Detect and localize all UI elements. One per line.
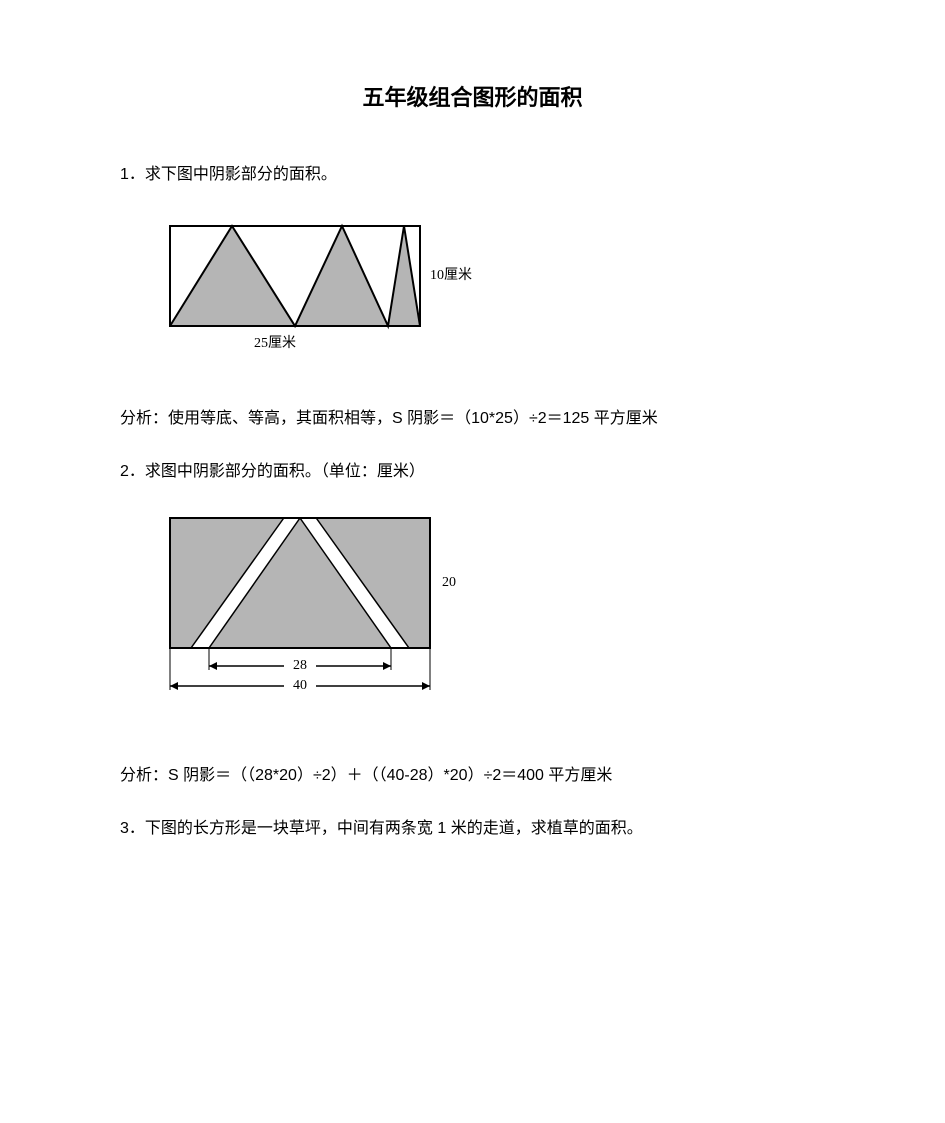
figure-2-svg: 28 40 20 — [160, 513, 500, 723]
figure-1-svg: 10厘米 25厘米 — [160, 216, 480, 366]
problem-3-prompt: 3．下图的长方形是一块草坪，中间有两条宽 1 米的走道，求植草的面积。 — [120, 816, 825, 842]
figure-2: 28 40 20 — [160, 513, 825, 723]
svg-text:25厘米: 25厘米 — [254, 335, 296, 351]
problem-2-analysis: 分析：S 阴影＝（（28*20）÷2）＋（（40-28）*20）÷2＝400 平… — [120, 763, 825, 789]
problem-1-analysis: 分析：使用等底、等高，其面积相等，S 阴影＝（10*25）÷2＝125 平方厘米 — [120, 406, 825, 432]
svg-text:10厘米: 10厘米 — [430, 267, 472, 283]
figure-1: 10厘米 25厘米 — [160, 216, 825, 366]
svg-text:20: 20 — [442, 575, 456, 590]
problem-2-prompt: 2．求图中阴影部分的面积。（单位：厘米） — [120, 459, 825, 485]
svg-text:40: 40 — [293, 678, 307, 693]
svg-text:28: 28 — [293, 658, 307, 673]
page-title: 五年级组合图形的面积 — [120, 80, 825, 112]
page: 五年级组合图形的面积 1．求下图中阴影部分的面积。 10厘米 25厘米 分析：使用… — [0, 0, 945, 1123]
problem-1-prompt: 1．求下图中阴影部分的面积。 — [120, 162, 825, 188]
